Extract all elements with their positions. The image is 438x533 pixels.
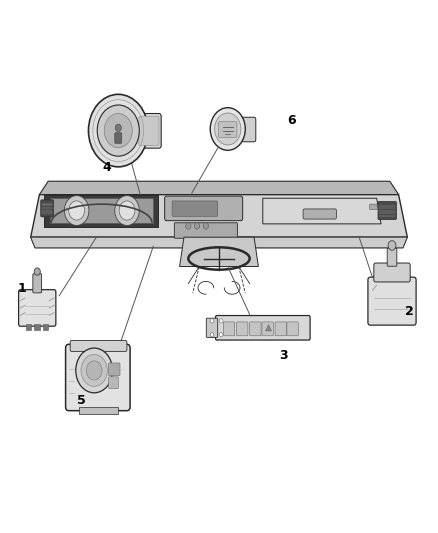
Circle shape bbox=[88, 94, 148, 167]
FancyBboxPatch shape bbox=[374, 263, 410, 282]
FancyBboxPatch shape bbox=[66, 344, 130, 410]
FancyBboxPatch shape bbox=[33, 274, 42, 293]
Circle shape bbox=[104, 114, 132, 148]
FancyBboxPatch shape bbox=[368, 277, 416, 325]
Circle shape bbox=[69, 201, 85, 220]
FancyBboxPatch shape bbox=[70, 341, 127, 351]
Polygon shape bbox=[31, 237, 407, 248]
FancyBboxPatch shape bbox=[165, 196, 243, 221]
FancyBboxPatch shape bbox=[41, 200, 53, 217]
Circle shape bbox=[203, 223, 208, 229]
Circle shape bbox=[215, 113, 241, 145]
FancyBboxPatch shape bbox=[287, 322, 298, 336]
FancyBboxPatch shape bbox=[115, 133, 122, 143]
Text: 5: 5 bbox=[77, 394, 85, 407]
FancyBboxPatch shape bbox=[19, 290, 56, 326]
Circle shape bbox=[210, 108, 245, 150]
Text: 1: 1 bbox=[18, 282, 26, 295]
FancyBboxPatch shape bbox=[42, 324, 48, 330]
Circle shape bbox=[64, 196, 89, 225]
Polygon shape bbox=[31, 237, 407, 248]
Circle shape bbox=[86, 361, 102, 380]
FancyBboxPatch shape bbox=[139, 116, 159, 146]
Polygon shape bbox=[31, 195, 407, 237]
FancyBboxPatch shape bbox=[109, 363, 120, 376]
Circle shape bbox=[81, 354, 107, 386]
Circle shape bbox=[119, 201, 135, 220]
Circle shape bbox=[97, 105, 139, 156]
Circle shape bbox=[186, 223, 191, 229]
Circle shape bbox=[388, 240, 396, 250]
Polygon shape bbox=[265, 325, 272, 331]
Polygon shape bbox=[50, 198, 153, 223]
Polygon shape bbox=[263, 198, 381, 224]
FancyBboxPatch shape bbox=[172, 201, 218, 216]
FancyBboxPatch shape bbox=[387, 248, 397, 266]
Polygon shape bbox=[39, 181, 399, 195]
FancyBboxPatch shape bbox=[137, 114, 161, 148]
FancyBboxPatch shape bbox=[219, 122, 237, 138]
Circle shape bbox=[219, 319, 223, 323]
Circle shape bbox=[219, 333, 223, 337]
Polygon shape bbox=[180, 237, 258, 266]
Circle shape bbox=[115, 196, 139, 225]
Circle shape bbox=[76, 348, 113, 393]
Text: 6: 6 bbox=[287, 115, 296, 127]
Text: 4: 4 bbox=[103, 161, 112, 174]
Circle shape bbox=[210, 333, 214, 337]
Circle shape bbox=[115, 124, 121, 132]
FancyBboxPatch shape bbox=[78, 407, 118, 415]
FancyBboxPatch shape bbox=[262, 322, 273, 336]
FancyBboxPatch shape bbox=[174, 223, 237, 238]
FancyBboxPatch shape bbox=[206, 318, 218, 337]
FancyBboxPatch shape bbox=[26, 324, 32, 330]
Text: 2: 2 bbox=[405, 305, 414, 318]
FancyBboxPatch shape bbox=[215, 316, 310, 340]
FancyBboxPatch shape bbox=[109, 377, 118, 389]
FancyBboxPatch shape bbox=[378, 201, 396, 220]
Text: 3: 3 bbox=[279, 349, 288, 362]
Circle shape bbox=[34, 268, 40, 275]
Circle shape bbox=[194, 223, 200, 229]
FancyBboxPatch shape bbox=[223, 322, 235, 336]
FancyBboxPatch shape bbox=[237, 322, 248, 336]
FancyBboxPatch shape bbox=[239, 117, 256, 142]
Polygon shape bbox=[44, 195, 158, 227]
FancyBboxPatch shape bbox=[303, 209, 336, 219]
FancyBboxPatch shape bbox=[370, 204, 377, 209]
Circle shape bbox=[210, 319, 214, 323]
FancyBboxPatch shape bbox=[250, 322, 261, 336]
FancyBboxPatch shape bbox=[34, 324, 40, 330]
FancyBboxPatch shape bbox=[275, 322, 286, 336]
